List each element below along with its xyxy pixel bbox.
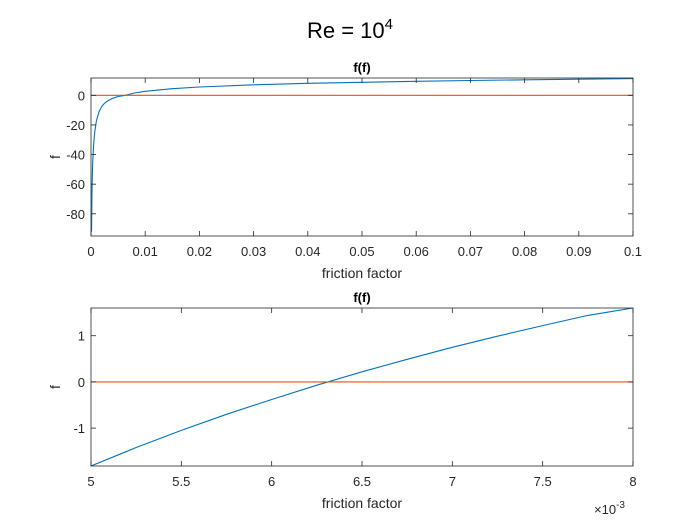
figure-title: Re = 104 [307,16,393,43]
y-tick-label: 0 [78,375,85,390]
x-tick-label: 0 [87,244,94,259]
y-tick-label: -40 [66,148,85,163]
x-tick-label: 0.08 [512,244,537,259]
x-tick-label: 0.02 [187,244,212,259]
x-tick-label: 0.04 [295,244,320,259]
y-axis-label: f [47,385,63,389]
x-axis-multiplier-base: ×10 [594,502,616,517]
x-tick-label: 5.5 [172,474,190,489]
x-tick-label: 5 [87,474,94,489]
series-line-f [91,308,633,466]
y-tick-label: -80 [66,207,85,222]
y-tick-label: 1 [78,329,85,344]
x-tick-label: 6.5 [353,474,371,489]
x-tick-label: 7 [449,474,456,489]
x-tick-label: 8 [629,474,636,489]
x-tick-label: 6 [268,474,275,489]
y-tick-label: 0 [78,88,85,103]
subplot-title: f(f) [353,60,370,75]
x-axis-multiplier: ×10-3 [594,500,625,517]
axes-box [90,77,634,237]
subplot-1: 0 0.01 0.02 0.03 0.04 0.05 0.06 0.07 0.08 0.09 0.1… [47,60,642,281]
x-axis-multiplier-exponent: -3 [616,500,625,511]
x-tick-label: 0.05 [349,244,374,259]
x-tick-label: 0.09 [566,244,591,259]
subplot-2: 5 5.5 6 6.5 7 7.5 8 -1 0 1 f(f) friction factor f ×10… [47,290,637,517]
x-tick-label: 0.03 [241,244,266,259]
series-line-f [91,78,633,232]
figure-title-exponent: 4 [385,16,393,33]
y-axis-label: f [47,155,63,159]
x-axis-label: friction factor [322,495,402,511]
subplots: 0 0.01 0.02 0.03 0.04 0.05 0.06 0.07 0.08 0.09 0.1… [47,60,642,517]
x-tick-label: 0.01 [133,244,158,259]
y-tick-label: -20 [66,118,85,133]
y-tick-label: -60 [66,177,85,192]
x-axis-label: friction factor [322,265,402,281]
figure-title-base: Re = 10 [307,18,385,43]
y-tick-label: -1 [73,421,85,436]
x-tick-label: 0.1 [624,244,642,259]
axes-box [90,307,634,467]
x-tick-label: 0.07 [458,244,483,259]
x-tick-label: 0.06 [404,244,429,259]
x-tick-label: 7.5 [534,474,552,489]
subplot-title: f(f) [353,290,370,305]
